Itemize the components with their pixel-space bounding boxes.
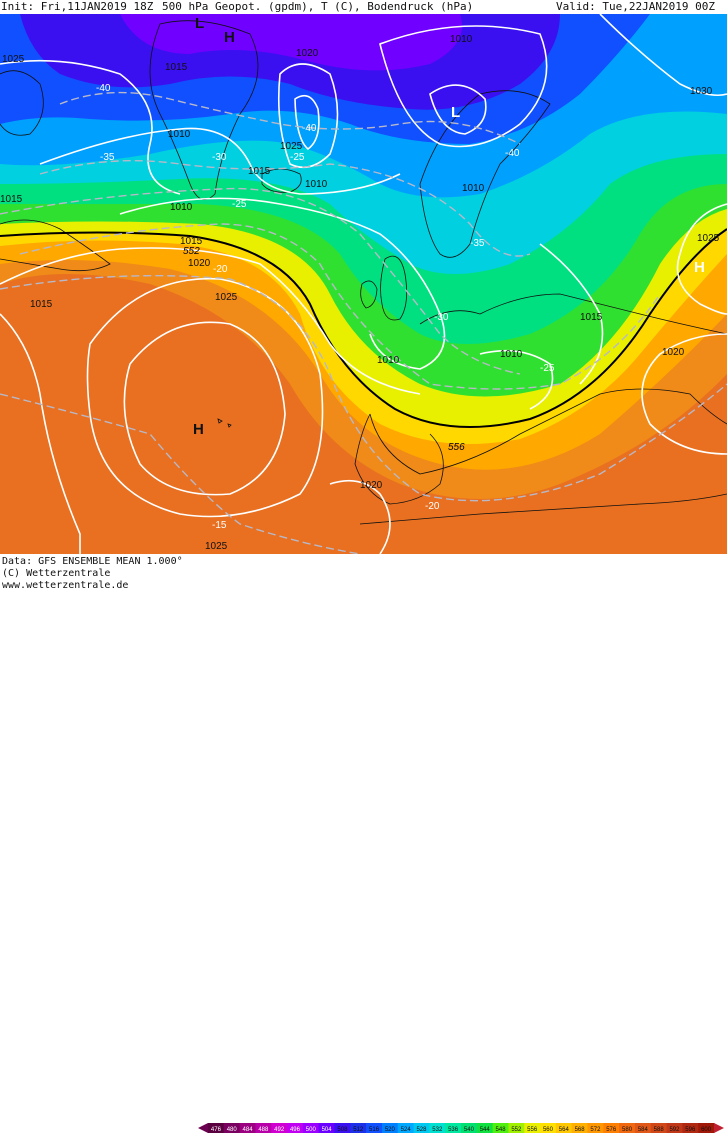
legend-value: 508: [337, 1127, 348, 1133]
color-legend: 476 480 484 488 492 496 500 504 508 512 516 520 524 5…: [198, 1123, 724, 1137]
temperature-label: -35: [470, 238, 485, 249]
legend-value: 496: [290, 1127, 301, 1133]
init-time: Init: Fri,11JAN2019 18Z: [1, 0, 153, 14]
map-title: 500 hPa Geopot. (gpdm), T (C), Bodendruc…: [162, 0, 473, 14]
pressure-label: 1015: [0, 194, 23, 205]
pressure-label: 1010: [170, 202, 193, 213]
pressure-label: 1025: [697, 233, 720, 244]
pressure-label: 1020: [296, 48, 319, 59]
valid-time: Valid: Tue,22JAN2019 00Z: [556, 0, 715, 14]
high-marker: H: [694, 259, 705, 276]
pressure-label: 1010: [168, 129, 191, 140]
temperature-label: -20: [425, 501, 440, 512]
temperature-label: -30: [434, 312, 449, 323]
legend-value: 576: [606, 1127, 617, 1133]
pressure-label: 1010: [462, 183, 485, 194]
pressure-label: 1015: [30, 299, 53, 310]
pressure-label: 1010: [500, 349, 523, 360]
temperature-label: -40: [505, 148, 520, 159]
temperature-label: -25: [290, 152, 305, 163]
pressure-label: 1015: [165, 62, 188, 73]
legend-value: 488: [258, 1127, 269, 1133]
legend-value: 536: [448, 1127, 459, 1133]
legend-value: 552: [511, 1127, 522, 1133]
legend-value: 532: [432, 1127, 443, 1133]
pressure-label: 1010: [305, 179, 328, 190]
legend-value: 556: [527, 1127, 538, 1133]
pressure-label: 1010: [377, 355, 400, 366]
temperature-label: -25: [540, 363, 555, 374]
legend-value: 500: [306, 1127, 317, 1133]
high-marker: H: [193, 421, 204, 438]
low-marker: L: [451, 104, 460, 121]
pressure-label: 1025: [205, 541, 228, 552]
pressure-label: 1020: [662, 347, 685, 358]
temperature-label: -35: [100, 152, 115, 163]
legend-value: 600: [701, 1127, 712, 1133]
low-marker: L: [195, 15, 204, 32]
temperature-label: -15: [212, 520, 227, 531]
pressure-label: 1025: [280, 141, 303, 152]
legend-value: 512: [353, 1127, 364, 1133]
legend-low-arrow: [198, 1123, 208, 1133]
legend-value: 540: [464, 1127, 475, 1133]
legend-value: 476: [211, 1127, 222, 1133]
legend-value: 504: [322, 1127, 333, 1133]
pressure-label: 1015: [580, 312, 603, 323]
map-footer: Data: GFS ENSEMBLE MEAN 1.000° (C) Wette…: [0, 554, 727, 593]
high-marker: H: [224, 29, 235, 46]
legend-value: 520: [385, 1127, 396, 1133]
legend-value: 480: [227, 1127, 238, 1133]
geopot-label: 552: [183, 246, 200, 257]
legend-value: 492: [274, 1127, 285, 1133]
data-source: Data: GFS ENSEMBLE MEAN 1.000°: [2, 556, 183, 567]
copyright: (C) Wetterzentrale: [2, 568, 110, 579]
legend-high-arrow: [714, 1123, 724, 1133]
map-canvas: 1025 1015 1020 1010 1015 1010 1010 1025 …: [0, 14, 727, 554]
temperature-label: -25: [232, 199, 247, 210]
legend-value: 572: [590, 1127, 601, 1133]
legend-value: 544: [480, 1127, 491, 1133]
weather-map: 1025 1015 1020 1010 1015 1010 1010 1025 …: [0, 14, 727, 554]
temperature-label: -40: [302, 123, 317, 134]
geopot-label: 556: [448, 442, 465, 453]
legend-value: 524: [401, 1127, 412, 1133]
legend-value: 548: [496, 1127, 507, 1133]
legend-value: 584: [638, 1127, 649, 1133]
temperature-label: -30: [212, 152, 227, 163]
pressure-label: 1025: [215, 292, 238, 303]
pressure-label: 1020: [360, 480, 383, 491]
legend-value: 484: [243, 1127, 254, 1133]
temperature-label: -40: [96, 83, 111, 94]
pressure-label: 1015: [248, 166, 271, 177]
temperature-label: -20: [213, 264, 228, 275]
legend-value: 596: [685, 1127, 696, 1133]
pressure-label: 1020: [188, 258, 211, 269]
legend-value: 580: [622, 1127, 633, 1133]
pressure-label: 1025: [2, 54, 25, 65]
pressure-label: 1030: [690, 86, 713, 97]
legend-value: 564: [559, 1127, 570, 1133]
map-header: Init: Fri,11JAN2019 18Z 500 hPa Geopot. …: [0, 0, 727, 14]
pressure-label: 1010: [450, 34, 473, 45]
legend-value: 588: [654, 1127, 665, 1133]
site-url: www.wetterzentrale.de: [2, 580, 128, 591]
legend-value: 528: [416, 1127, 427, 1133]
legend-value: 568: [575, 1127, 586, 1133]
legend-value: 560: [543, 1127, 554, 1133]
legend-value: 516: [369, 1127, 380, 1133]
legend-value: 592: [669, 1127, 680, 1133]
